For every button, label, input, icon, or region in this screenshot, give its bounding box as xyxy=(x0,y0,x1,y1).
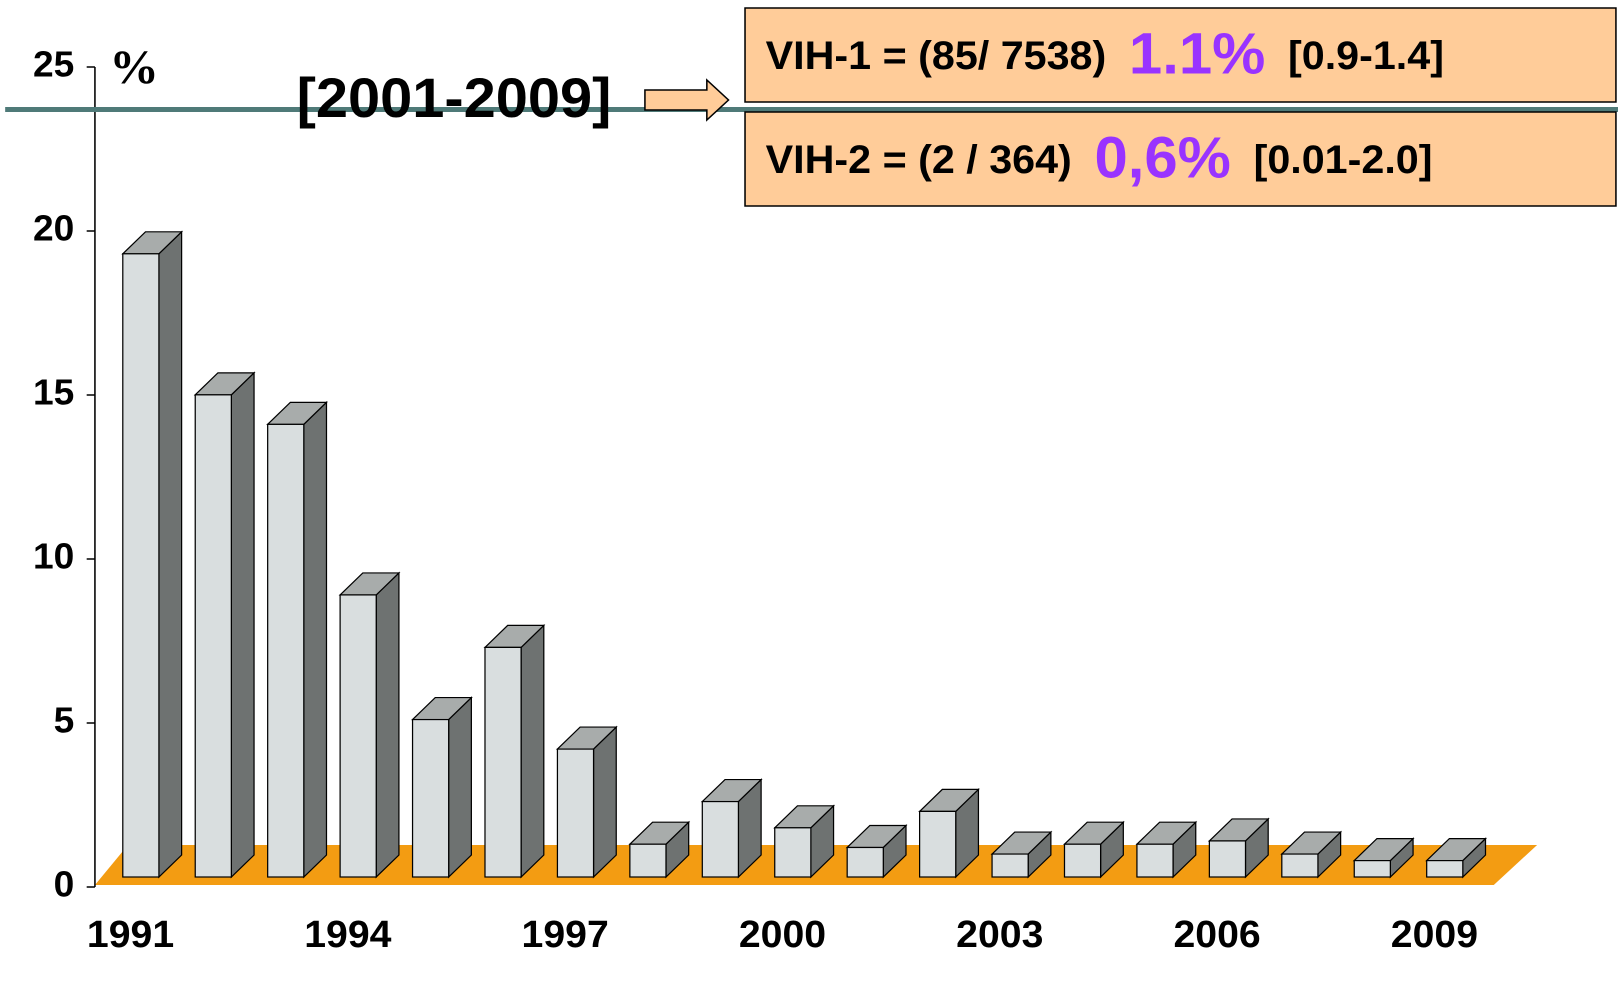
x-tick-label: 2003 xyxy=(956,914,1043,956)
bar-side xyxy=(375,571,400,879)
info-rate: 0,6% xyxy=(1094,126,1230,190)
x-tick-label: 1997 xyxy=(522,914,609,956)
bar xyxy=(700,778,763,879)
bar-side xyxy=(448,696,472,879)
bar-side xyxy=(303,400,328,879)
bar-front xyxy=(339,594,377,878)
bar-front xyxy=(701,800,740,878)
bar-front xyxy=(1353,859,1391,878)
bar xyxy=(266,400,328,879)
bar xyxy=(483,623,546,879)
bar-front xyxy=(267,423,305,878)
y-axis-label: % xyxy=(109,41,159,94)
bar xyxy=(773,804,836,879)
y-tick-label: 0 xyxy=(54,864,75,904)
bar xyxy=(1280,830,1343,879)
annotation: [2001-2009] xyxy=(297,67,612,130)
info-rate: 1.1% xyxy=(1129,22,1265,86)
bar xyxy=(411,696,473,879)
info-label: VIH-2 = (2 / 364) xyxy=(766,136,1072,181)
bar xyxy=(1352,837,1415,879)
bar-side xyxy=(520,623,545,879)
bar-front xyxy=(556,748,595,878)
y-tick-label: 5 xyxy=(54,700,75,740)
bar-front xyxy=(484,646,522,878)
info-text: VIH-1 = (85/ 7538) 1.1% [0.9-1.4] xyxy=(766,22,1444,86)
bar xyxy=(193,371,256,879)
x-tick-label: 1991 xyxy=(87,914,174,956)
info-label: VIH-1 = (85/ 7538) xyxy=(766,32,1107,77)
info-text: VIH-2 = (2 / 364) 0,6% [0.01-2.0] xyxy=(766,126,1433,190)
bar xyxy=(1425,837,1488,879)
info-box xyxy=(744,7,1617,103)
bar xyxy=(990,830,1053,879)
bar-side xyxy=(592,725,617,879)
bar xyxy=(845,824,908,879)
bar-front xyxy=(1063,843,1102,878)
info-box xyxy=(744,111,1617,207)
x-tick-label: 2009 xyxy=(1391,914,1478,956)
bar xyxy=(1063,820,1125,879)
bar-side xyxy=(230,371,255,879)
bar-front xyxy=(411,718,450,878)
y-tick-label: 15 xyxy=(33,372,74,412)
bar-front xyxy=(1208,840,1247,878)
bar xyxy=(628,820,691,879)
bar-front xyxy=(846,846,884,878)
bar-front xyxy=(194,394,232,878)
y-tick-label: 10 xyxy=(33,536,74,576)
bar xyxy=(121,230,184,879)
bar-front xyxy=(1136,843,1174,878)
bar-front xyxy=(1281,853,1319,878)
bar xyxy=(1207,817,1270,879)
bar xyxy=(918,787,980,879)
arrow xyxy=(644,78,730,122)
bar-front xyxy=(122,253,160,878)
y-tick-label: 25 xyxy=(33,44,74,84)
x-tick-label: 2006 xyxy=(1173,914,1260,956)
info-ci: [0.9-1.4] xyxy=(1288,32,1444,77)
x-tick-label: 2000 xyxy=(739,914,826,956)
bar xyxy=(1135,820,1198,879)
info-ci: [0.01-2.0] xyxy=(1254,136,1433,181)
x-tick-label: 1994 xyxy=(304,914,392,956)
bar-front xyxy=(774,827,812,878)
bar xyxy=(555,725,618,879)
y-tick-label: 20 xyxy=(33,208,74,248)
bar-front xyxy=(629,843,667,878)
bar-front xyxy=(918,810,957,878)
bar-front xyxy=(1426,859,1464,878)
bar xyxy=(338,571,401,879)
bar-front xyxy=(991,853,1029,878)
bar-side xyxy=(158,230,183,879)
